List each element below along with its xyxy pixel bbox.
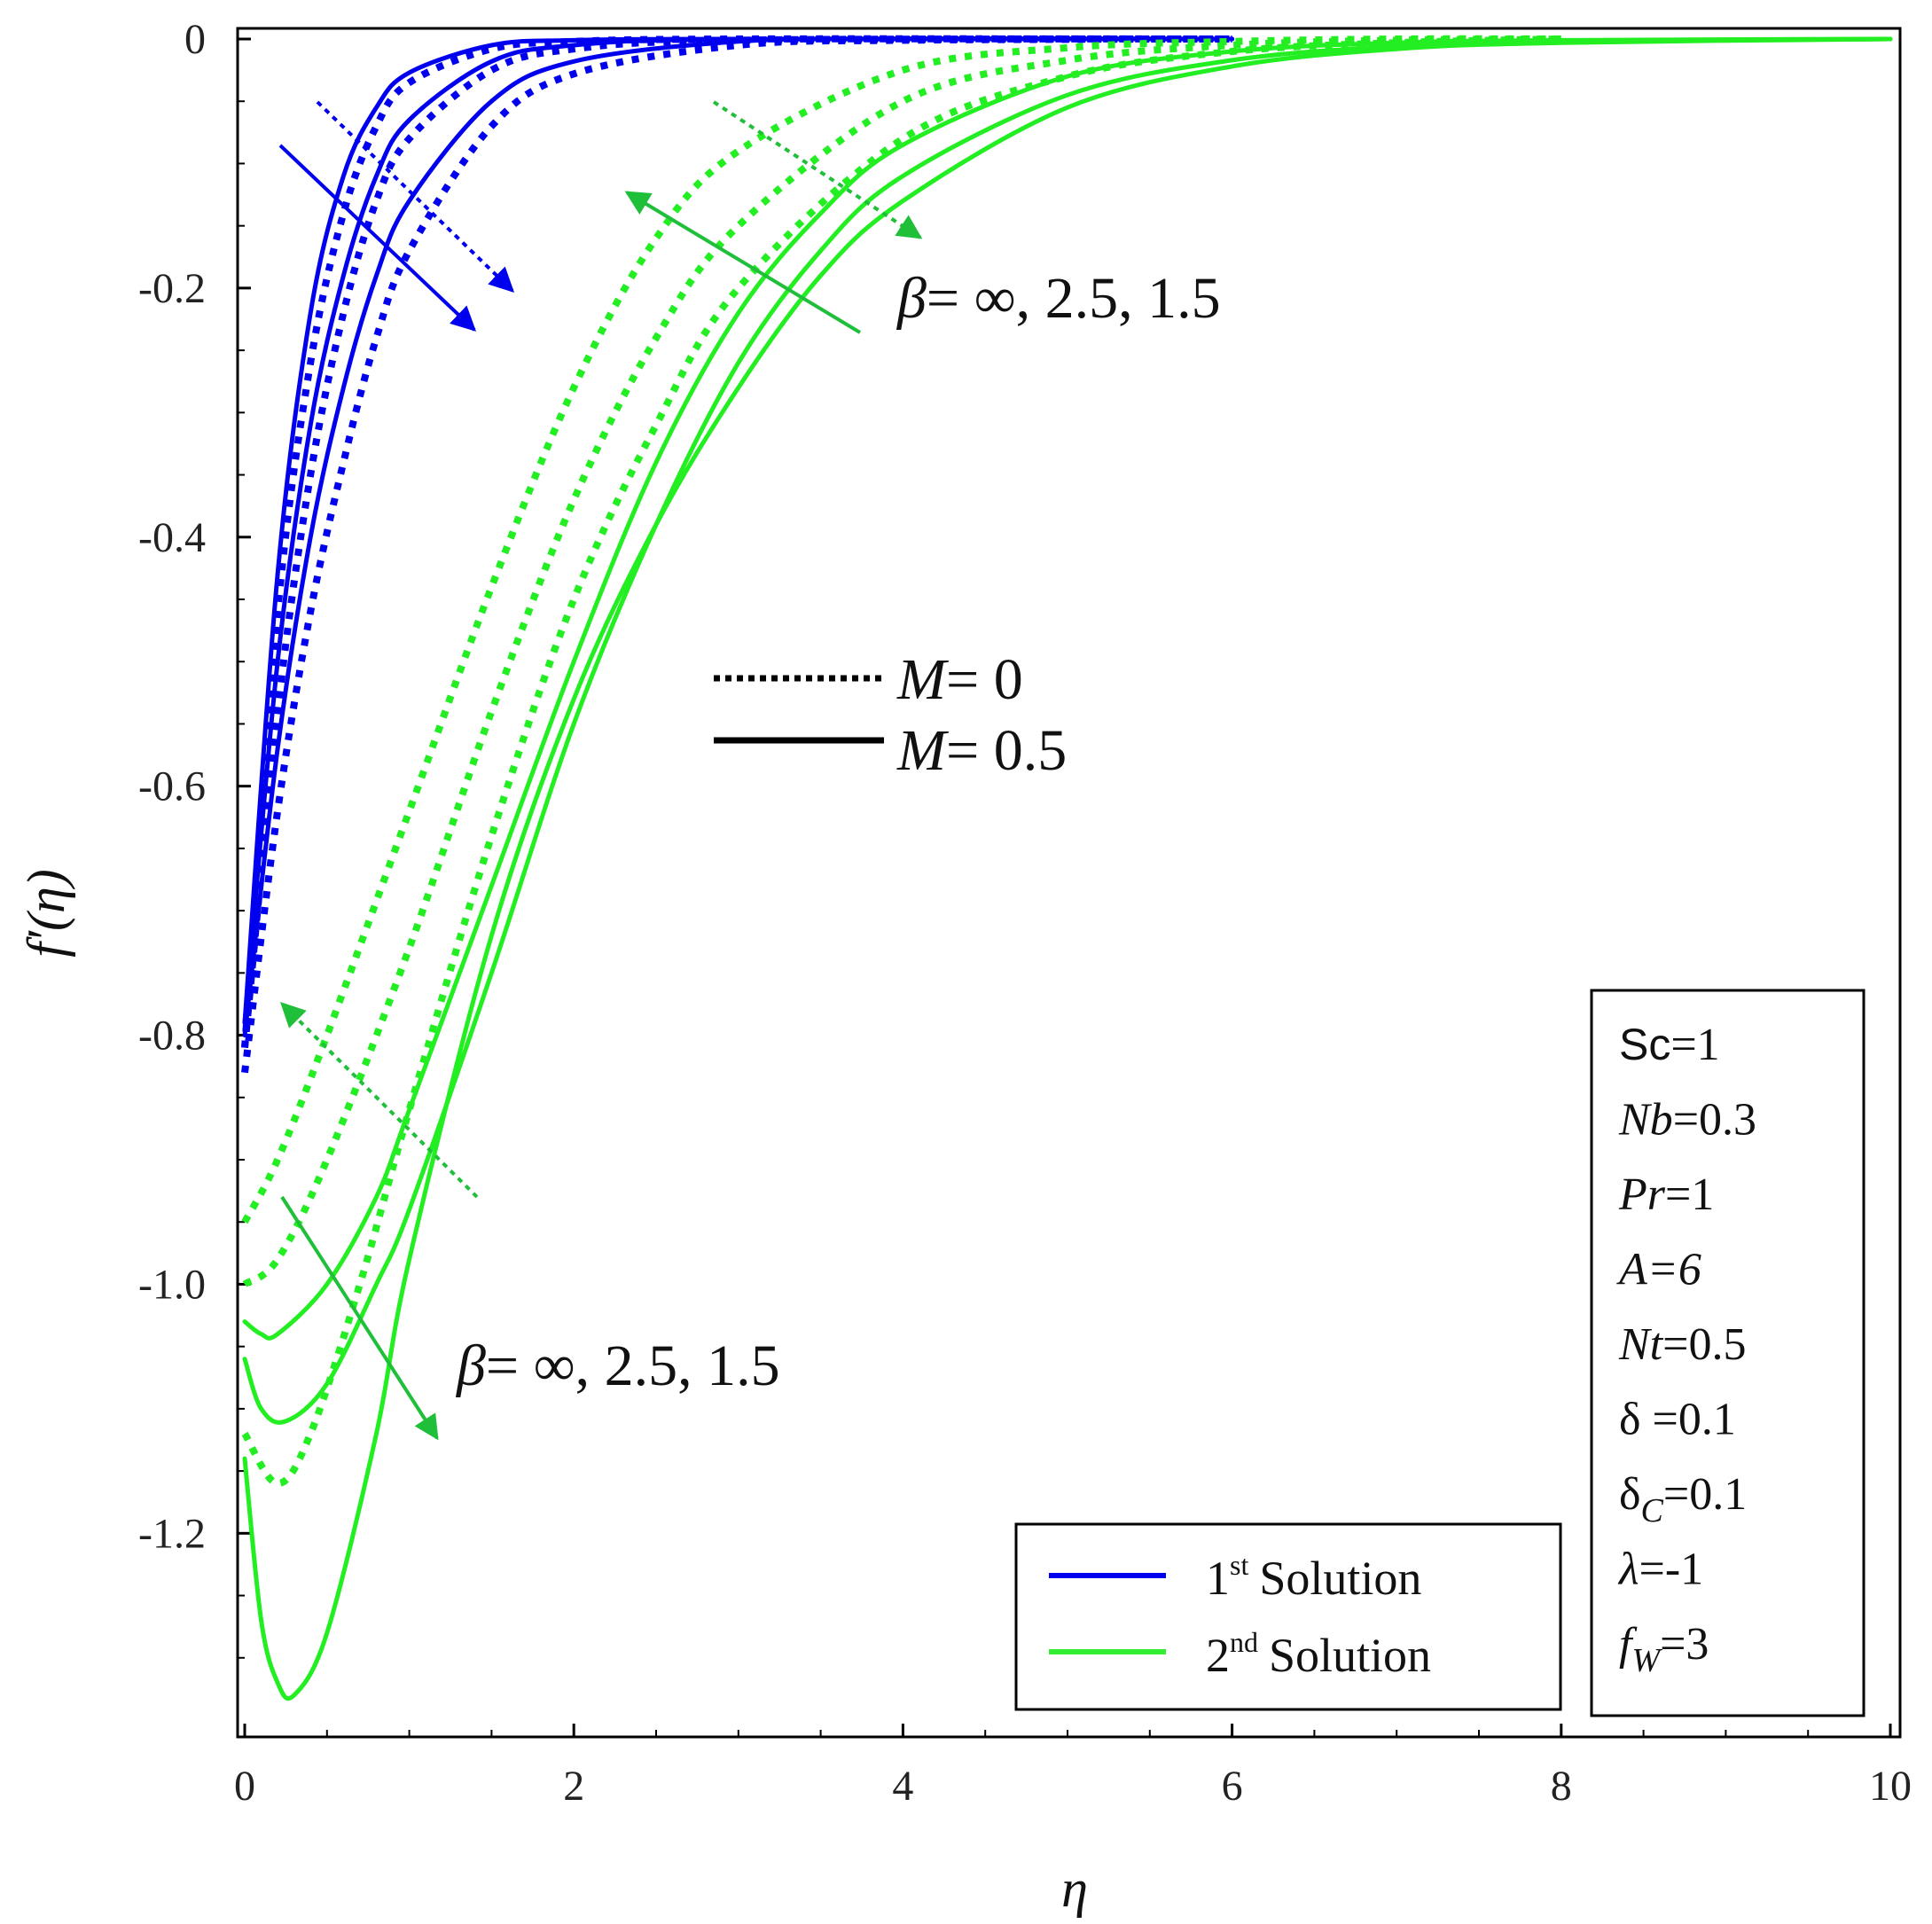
param-row: Nt=0.5 — [1618, 1319, 1746, 1370]
series-line-sol1-M0_5-beta-2_5 — [242, 35, 1235, 1025]
param-row: δ =0.1 — [1619, 1395, 1736, 1445]
parameter-box-frame — [1590, 989, 1866, 1717]
parameter-box: Sc=1 Nb=0.3 Pr=1 A=6 Nt=0.5 δ =0.1 δC=0.1 λ=-1 f… — [1590, 989, 1866, 1717]
y-tick-label: -0.2 — [138, 265, 206, 312]
param-row: δC=0.1 — [1619, 1469, 1747, 1529]
y-tick-label: -1.0 — [138, 1261, 206, 1308]
series-group — [241, 35, 1893, 1701]
beta-annotation-top: β= ∞, 2.5, 1.5 — [896, 266, 1221, 331]
legend-label-1: 1st Solution — [1206, 1549, 1421, 1605]
y-tick-label: 0 — [184, 16, 206, 63]
series-line-sol1-M0-beta-inf — [241, 35, 1232, 1048]
param-row: Nb=0.3 — [1618, 1095, 1756, 1146]
series-line-sol1-M0-beta-2_5 — [241, 35, 1232, 1048]
green-solid-arrow-bottom — [280, 1195, 439, 1441]
y-tick-label: -0.6 — [138, 763, 206, 810]
y-axis-label: f′(η) — [17, 869, 75, 958]
axis-ticks: 0 2 4 6 8 10 0 -0.2 -0.4 -0.6 -0.8 -1.0 -1.2 — [138, 16, 1912, 1810]
blue-dotted-arrow — [316, 100, 515, 293]
arrows — [278, 100, 923, 1441]
param-row: fW=3 — [1619, 1619, 1709, 1679]
series-line-sol2-M0-beta-inf — [241, 35, 1561, 1224]
green-dotted-arrow-bottom — [280, 1002, 479, 1199]
style-key-solid-label: M= 0.5 — [896, 718, 1067, 783]
x-tick-label: 10 — [1869, 1763, 1912, 1810]
series-line-sol2-M0_5-beta-inf — [242, 36, 1893, 1341]
x-tick-label: 0 — [234, 1763, 255, 1810]
blue-solid-arrow — [278, 144, 477, 332]
series-line-sol1-M0-beta-1_5 — [241, 35, 1232, 1074]
x-tick-label: 6 — [1222, 1763, 1243, 1810]
y-tick-label: -0.8 — [138, 1013, 206, 1060]
legend: 1st Solution 2nd Solution — [1014, 1522, 1562, 1711]
param-row: λ=-1 — [1617, 1545, 1703, 1595]
series-line-sol2-M0_5-beta-1_5 — [242, 36, 1893, 1701]
plot-frame — [236, 27, 1902, 1739]
param-row: A=6 — [1616, 1245, 1701, 1295]
series-line-sol2-M0_5-beta-2_5 — [242, 36, 1893, 1425]
series-line-sol2-M0-beta-2_5 — [242, 35, 1561, 1287]
green-dotted-arrow-top — [712, 100, 923, 239]
x-tick-label: 2 — [563, 1763, 584, 1810]
y-tick-label: -1.2 — [138, 1510, 206, 1557]
legend-label-2: 2nd Solution — [1206, 1626, 1431, 1682]
x-tick-label: 4 — [892, 1763, 913, 1810]
series-line-sol1-M0_5-beta-1_5 — [242, 36, 1235, 1038]
x-tick-label: 8 — [1551, 1763, 1572, 1810]
style-key-dashed-label: M= 0 — [896, 647, 1023, 712]
param-row: Pr=1 — [1618, 1169, 1714, 1220]
y-tick-label: -0.4 — [138, 514, 206, 561]
green-solid-arrow-top — [624, 191, 862, 334]
legend-box — [1014, 1522, 1562, 1711]
beta-annotation-bottom: β= ∞, 2.5, 1.5 — [455, 1334, 780, 1398]
style-key: M= 0 M= 0.5 — [714, 647, 1067, 783]
param-row: Sc=1 — [1619, 1020, 1720, 1070]
series-line-sol1-M0_5-beta-inf — [242, 36, 1235, 1025]
x-axis-label: η — [1061, 1859, 1088, 1918]
